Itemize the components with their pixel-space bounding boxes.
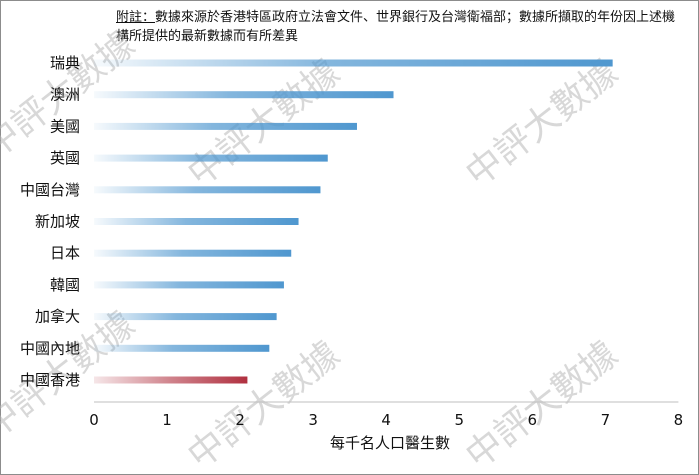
category-label: 韓國: [50, 276, 80, 294]
bar: [94, 376, 248, 384]
category-label: 中國香港: [20, 371, 80, 389]
bar: [94, 281, 284, 289]
category-label: 美國: [50, 117, 80, 135]
x-tick-label: 8: [674, 411, 684, 429]
bar: [94, 344, 270, 352]
note-text: 數據來源於香港特區政府立法會文件、世界銀行及台灣衛福部；數據所擷取的年份因上述機…: [116, 10, 676, 44]
watermark-text: 中評大數據: [458, 334, 625, 475]
x-tick-label: 2: [235, 411, 245, 429]
category-label: 瑞典: [50, 54, 80, 72]
category-label: 澳洲: [50, 86, 80, 104]
category-label: 英國: [50, 149, 80, 167]
x-tick-label: 7: [601, 411, 611, 429]
category-label: 中國內地: [20, 339, 80, 357]
bar: [94, 154, 328, 162]
category-label: 加拿大: [35, 308, 80, 326]
x-tick-label: 1: [162, 411, 172, 429]
category-label: 日本: [50, 244, 80, 262]
category-label: 中國台灣: [20, 181, 80, 199]
x-tick-label: 3: [308, 411, 318, 429]
bar: [94, 122, 357, 130]
bar: [94, 186, 321, 194]
note-lead: 附註：: [116, 10, 156, 25]
bar: [94, 313, 277, 321]
x-tick-label: 5: [454, 411, 464, 429]
category-label: 新加坡: [35, 213, 80, 231]
watermark-text: 中評大數據: [180, 334, 347, 475]
bar: [94, 59, 613, 67]
source-note: 附註：數據來源於香港特區政府立法會文件、世界銀行及台灣衛福部；數據所擷取的年份因…: [116, 8, 688, 46]
x-axis-label: 每千名人口醫生數: [330, 434, 450, 452]
x-tick-label: 4: [381, 411, 391, 429]
bar: [94, 91, 394, 99]
bar: [94, 218, 299, 225]
watermark-text: 中評大數據: [458, 52, 625, 195]
x-tick-label: 6: [528, 411, 538, 429]
x-tick-label: 0: [89, 411, 99, 429]
bar: [94, 249, 292, 257]
